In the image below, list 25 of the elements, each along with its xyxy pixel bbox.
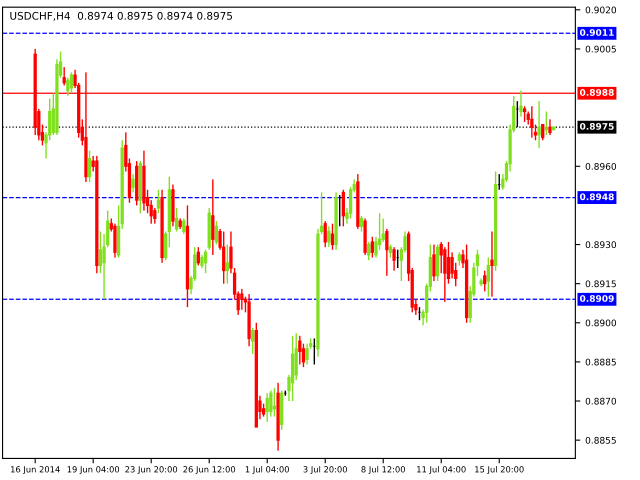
y-tick-label: 0.9005 [586, 46, 616, 52]
candlestick [552, 126, 556, 130]
x-tick-label: 19 Jun 04:00 [68, 466, 120, 474]
ref-line-label: 0.9011 [580, 29, 614, 36]
y-tick-label: 0.8900 [586, 320, 616, 326]
ref-line-label: 0.8975 [580, 122, 614, 130]
y-tick-label: 0.8915 [586, 280, 616, 288]
y-tick-label: 0.8870 [586, 398, 616, 405]
x-tick-label: 15 Jul 20:00 [475, 466, 524, 474]
ref-line-label: 0.8988 [580, 89, 614, 96]
y-tick-label: 0.8885 [586, 358, 616, 366]
x-tick-label: 11 Jul 04:00 [417, 466, 466, 474]
ref-line-label: 0.8909 [580, 295, 614, 302]
ref-line-label: 0.8948 [580, 193, 614, 200]
x-tick-label: 16 Jun 2014 [11, 466, 60, 474]
y-tick-label: 0.9020 [586, 6, 616, 14]
x-tick-label: 3 Jul 20:00 [304, 466, 347, 474]
x-tick-label: 26 Jun 12:00 [183, 466, 236, 474]
x-tick-label: 23 Jun 20:00 [125, 466, 178, 474]
x-tick-label: 8 Jul 12:00 [361, 466, 405, 474]
y-tick-label: 0.8930 [586, 241, 616, 248]
chart-title: USDCHF,H4 0.8974 0.8975 0.8974 0.8975 [10, 12, 232, 21]
y-tick-label: 0.8960 [586, 163, 616, 170]
y-tick-label: 0.8855 [586, 436, 616, 444]
x-tick-label: 1 Jul 04:00 [246, 466, 289, 474]
